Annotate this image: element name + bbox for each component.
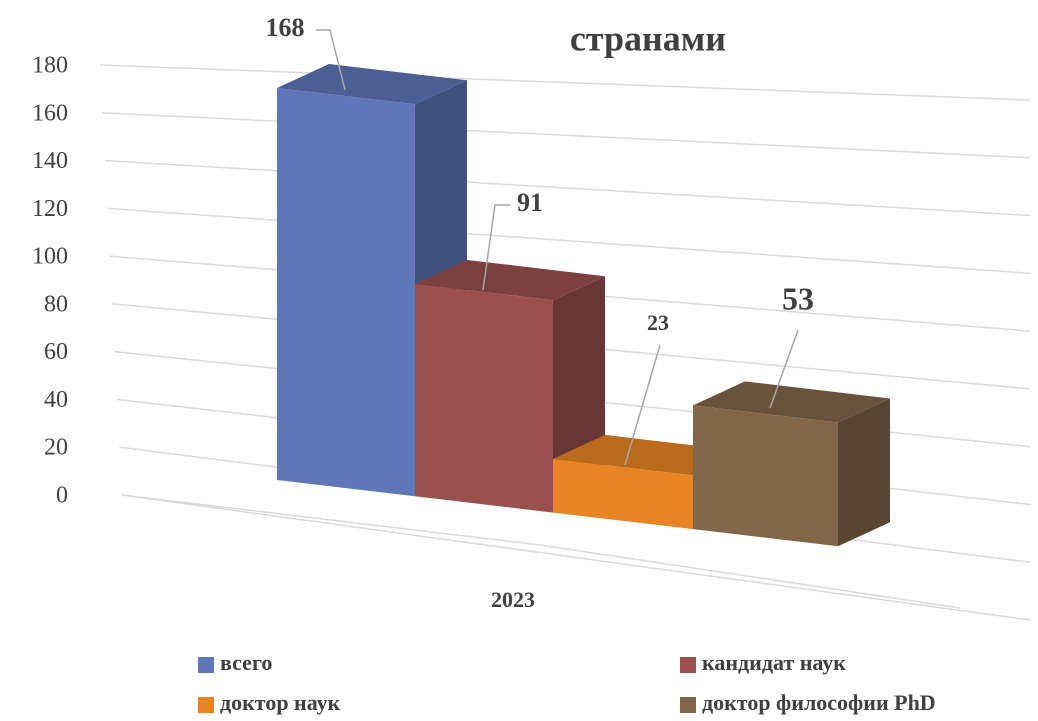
data-label: 168 bbox=[266, 13, 305, 42]
legend-swatch bbox=[680, 657, 696, 673]
leader-line bbox=[316, 29, 346, 91]
y-tick-label: 20 bbox=[44, 435, 68, 461]
legend-swatch bbox=[680, 697, 696, 713]
y-tick-label: 60 bbox=[44, 339, 68, 365]
legend-label: всего bbox=[220, 650, 272, 675]
legend-label: доктор философии PhD bbox=[702, 690, 936, 715]
legend-label: доктор наук bbox=[220, 690, 341, 715]
legend-swatch bbox=[198, 697, 214, 713]
y-tick-label: 100 bbox=[32, 244, 68, 270]
bar-top bbox=[277, 64, 467, 105]
grid-line bbox=[102, 112, 1031, 159]
grid-line bbox=[107, 207, 1031, 275]
leader-line bbox=[769, 329, 799, 409]
y-tick-label: 120 bbox=[32, 196, 68, 222]
bar-top bbox=[693, 381, 890, 423]
data-label: 53 bbox=[782, 280, 814, 316]
data-label: 91 bbox=[517, 188, 543, 217]
grid-line bbox=[121, 494, 1031, 621]
y-tick-label: 140 bbox=[32, 148, 68, 174]
y-tick-label: 0 bbox=[56, 483, 68, 509]
data-label: 23 bbox=[647, 310, 669, 335]
leader-line bbox=[482, 204, 510, 291]
chart-title: странами bbox=[570, 18, 726, 58]
bar-side bbox=[838, 398, 890, 547]
floor-line bbox=[539, 544, 961, 609]
grid-line bbox=[99, 64, 1031, 101]
y-tick-label: 160 bbox=[32, 100, 68, 126]
floor-line bbox=[121, 494, 541, 546]
leader-line bbox=[624, 344, 661, 466]
bar-top bbox=[415, 259, 605, 301]
bar bbox=[553, 458, 693, 530]
bar bbox=[693, 405, 838, 547]
legend-label: кандидат наук bbox=[702, 650, 846, 675]
y-tick-label: 180 bbox=[32, 53, 68, 79]
bar bbox=[277, 88, 415, 497]
legend-swatch bbox=[198, 657, 214, 673]
bar bbox=[415, 283, 553, 513]
x-tick-label: 2023 bbox=[491, 587, 535, 612]
grid-line bbox=[104, 159, 1031, 217]
y-tick-label: 80 bbox=[44, 291, 68, 317]
y-tick-label: 40 bbox=[44, 387, 68, 413]
